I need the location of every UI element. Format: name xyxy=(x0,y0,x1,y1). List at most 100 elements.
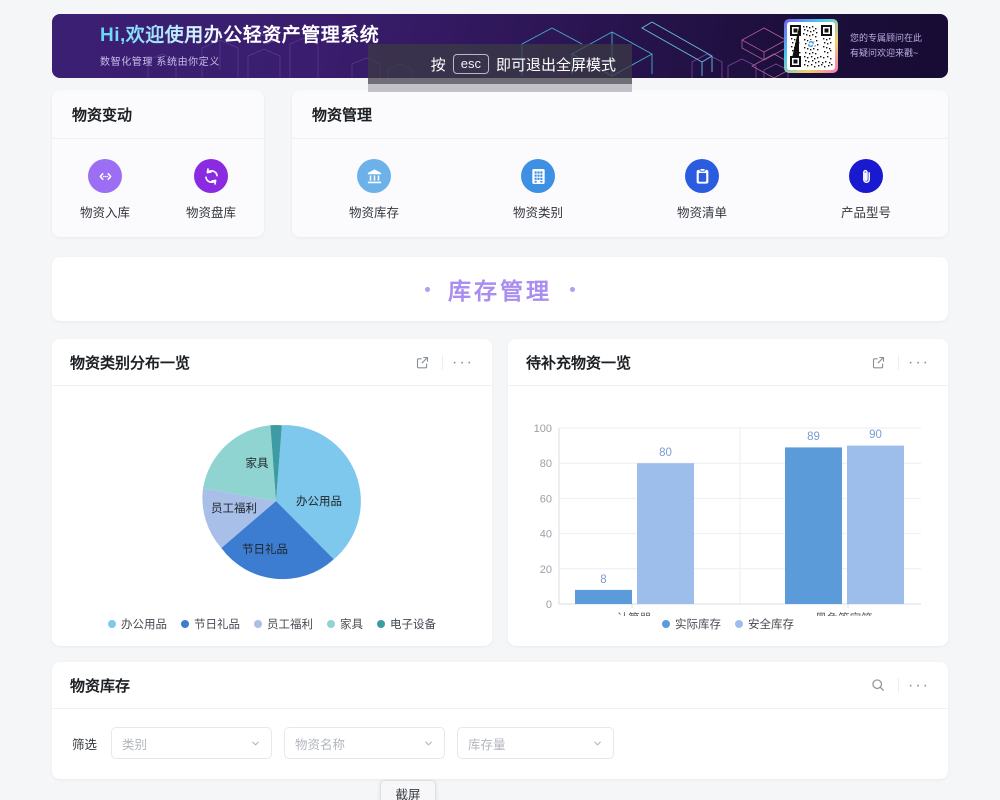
legend-label: 节日礼品 xyxy=(194,619,240,631)
screenshot-button[interactable]: 截屏 xyxy=(380,780,436,800)
grid-icon xyxy=(521,159,555,193)
shortcut-cards-row: 物资变动 物资入库 xyxy=(52,90,948,237)
bar-chart-area: 0 20 40 60 80 100 xyxy=(508,386,948,616)
panel-title: 物资类别分布一览 xyxy=(70,354,191,372)
more-horizontal-icon[interactable]: ··· xyxy=(452,353,474,371)
y-tick: 60 xyxy=(540,493,552,505)
bar-value: 8 xyxy=(600,574,606,586)
material-management-title: 物资管理 xyxy=(292,90,948,139)
material-change-title: 物资变动 xyxy=(52,90,264,139)
legend-item[interactable]: 安全库存 xyxy=(735,616,794,632)
shortcut-material-category[interactable]: 物资类别 xyxy=(456,159,620,221)
pie-slice-employee-benefits xyxy=(202,488,276,548)
bars xyxy=(575,445,904,604)
panel-header: 物资库存 ··· xyxy=(52,662,948,709)
bar-value: 89 xyxy=(807,431,820,443)
banner-text-block: Hi,欢迎使用办公轻资产管理系统 数智化管理 系统由你定义 xyxy=(52,14,379,78)
chevron-down-icon xyxy=(423,738,434,749)
banner-advisor-block: 您的专属顾问在此 有疑问欢迎来戳~ xyxy=(783,14,948,78)
select-placeholder: 物资名称 xyxy=(295,737,346,752)
filter-select-category[interactable]: 类别 xyxy=(111,727,273,759)
y-tick: 0 xyxy=(546,599,552,611)
panel-tools: ··· xyxy=(407,348,478,376)
shortcut-label: 产品型号 xyxy=(840,206,891,220)
bank-icon xyxy=(357,159,391,193)
material-management-icons: 物资库存 xyxy=(292,139,948,237)
pie-label-holiday-gifts: 节日礼品 xyxy=(242,542,288,556)
x-axis-category-labels: 计算器 黑色签字笔 xyxy=(617,611,873,616)
pie-slice-labels: 办公用品 节日礼品 员工福利 家具 xyxy=(211,456,342,556)
fullscreen-exit-toast: 按 esc 即可退出全屏模式 xyxy=(368,44,632,92)
tool-divider xyxy=(898,677,899,693)
shortcut-label: 物资清单 xyxy=(676,206,727,220)
panel-header: 物资类别分布一览 ··· xyxy=(52,339,492,386)
panel-title: 待补充物资一览 xyxy=(526,354,632,372)
material-change-icons: 物资入库 物资盘库 xyxy=(52,139,264,237)
legend-item[interactable]: 家具 xyxy=(327,616,363,632)
legend-label: 电子设备 xyxy=(390,619,436,631)
legend-item[interactable]: 实际库存 xyxy=(662,616,721,632)
decorative-dot-right xyxy=(570,286,575,292)
bar-value: 80 xyxy=(659,447,672,459)
decorative-dot-left xyxy=(425,286,430,292)
more-horizontal-icon[interactable]: ··· xyxy=(908,676,930,694)
pie-legend: 办公用品 节日礼品 员工福利 家具 电子设备 xyxy=(52,616,492,646)
legend-label: 办公用品 xyxy=(121,619,167,631)
shortcut-material-inbound[interactable]: 物资入库 xyxy=(52,159,158,221)
advisor-text: 您的专属顾问在此 有疑问欢迎来戳~ xyxy=(850,31,922,62)
legend-item[interactable]: 节日礼品 xyxy=(181,616,240,632)
pie-slice-furniture xyxy=(203,425,276,501)
bar-value-labels: 8 80 89 90 xyxy=(600,429,882,586)
open-external-icon[interactable] xyxy=(407,348,437,376)
x-tick: 计算器 xyxy=(617,611,652,616)
pie-chart-area: 办公用品 节日礼品 员工福利 家具 xyxy=(52,386,492,616)
filter-select-material-name[interactable]: 物资名称 xyxy=(284,727,446,759)
chevron-down-icon xyxy=(250,738,261,749)
open-external-icon[interactable] xyxy=(863,348,893,376)
search-icon[interactable] xyxy=(863,671,893,699)
more-horizontal-icon[interactable]: ··· xyxy=(908,353,930,371)
y-tick: 40 xyxy=(540,529,552,541)
qr-code-frame[interactable] xyxy=(783,19,838,73)
shortcut-label: 物资库存 xyxy=(348,206,399,220)
filter-row: 筛选 类别 物资名称 库存量 xyxy=(52,709,948,779)
material-inventory-panel: 物资库存 ··· 筛选 类别 xyxy=(52,662,948,779)
inventory-section-banner: 库存管理 xyxy=(52,257,948,321)
shortcut-material-stocktake[interactable]: 物资盘库 xyxy=(158,159,264,221)
refresh-sync-icon xyxy=(194,159,228,193)
bar-chart: 0 20 40 60 80 100 xyxy=(534,423,921,616)
legend-label: 家具 xyxy=(340,619,363,631)
esc-key-badge: esc xyxy=(452,54,489,74)
clipboard-icon xyxy=(685,159,719,193)
shortcut-material-stock[interactable]: 物资库存 xyxy=(292,159,456,221)
bar-safety-stock-pen xyxy=(847,445,904,604)
y-tick: 20 xyxy=(540,564,552,576)
y-tick: 100 xyxy=(534,423,552,435)
legend-item[interactable]: 员工福利 xyxy=(254,616,313,632)
toast-prefix: 按 xyxy=(430,56,446,74)
legend-item[interactable]: 办公用品 xyxy=(108,616,167,632)
toast-shadow xyxy=(368,84,632,92)
pie-slices xyxy=(202,424,361,580)
bar-safety-stock-calculator xyxy=(637,463,694,604)
legend-dot xyxy=(662,620,670,628)
shortcut-label: 物资入库 xyxy=(79,206,130,220)
shortcut-label: 物资类别 xyxy=(512,206,563,220)
shortcut-product-model[interactable]: 产品型号 xyxy=(784,159,948,221)
filter-select-stock-quantity[interactable]: 库存量 xyxy=(457,727,615,759)
legend-dot xyxy=(377,620,385,628)
chevron-down-icon xyxy=(592,738,603,749)
pie-slice-office-supplies xyxy=(276,425,361,560)
panel-tools: ··· xyxy=(863,671,934,699)
select-placeholder: 库存量 xyxy=(468,737,506,752)
tool-divider xyxy=(898,354,899,370)
bar-actual-stock-pen xyxy=(785,447,842,604)
x-tick: 黑色签字笔 xyxy=(815,611,873,616)
legend-dot xyxy=(735,620,743,628)
y-axis-tick-labels: 0 20 40 60 80 100 xyxy=(534,423,552,611)
bar-legend: 实际库存 安全库存 xyxy=(508,616,948,646)
legend-item[interactable]: 电子设备 xyxy=(377,616,436,632)
shortcut-material-list[interactable]: 物资清单 xyxy=(620,159,784,221)
shortcut-label: 物资盘库 xyxy=(185,206,236,220)
